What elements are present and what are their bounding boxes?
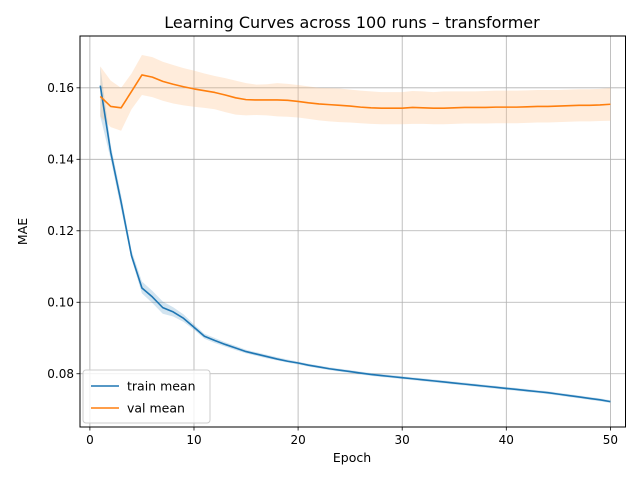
x-tick-label: 50 (603, 433, 618, 447)
y-tick-label: 0.10 (47, 296, 74, 310)
x-tick-label: 30 (395, 433, 410, 447)
legend-box (82, 369, 211, 424)
series-line-1 (99, 74, 611, 109)
series-band-1 (100, 54, 611, 131)
chart-title: Learning Curves across 100 runs – transf… (164, 13, 540, 32)
x-tick-label: 10 (186, 433, 201, 447)
series-lines (99, 74, 611, 403)
x-tick-label: 20 (290, 433, 305, 447)
y-tick-label: 0.14 (47, 153, 74, 167)
x-axis-label: Epoch (333, 450, 371, 465)
legend: train mean val mean (82, 369, 211, 424)
y-tick-label: 0.12 (47, 224, 74, 238)
x-tick-label: 40 (499, 433, 514, 447)
x-tick-label: 0 (86, 433, 94, 447)
y-tick-label: 0.16 (47, 81, 74, 95)
plot-frame (79, 35, 626, 428)
legend-label-0: train mean (127, 379, 196, 394)
y-tick-label: 0.08 (47, 367, 74, 381)
confidence-bands (100, 54, 611, 404)
series-line-0 (99, 85, 611, 403)
axis-ticks: 0 10 20 30 40 50 0.08 0.10 0.12 0.14 0.16 (47, 81, 618, 447)
legend-label-1: val mean (127, 401, 185, 416)
y-axis-label: MAE (15, 218, 30, 245)
